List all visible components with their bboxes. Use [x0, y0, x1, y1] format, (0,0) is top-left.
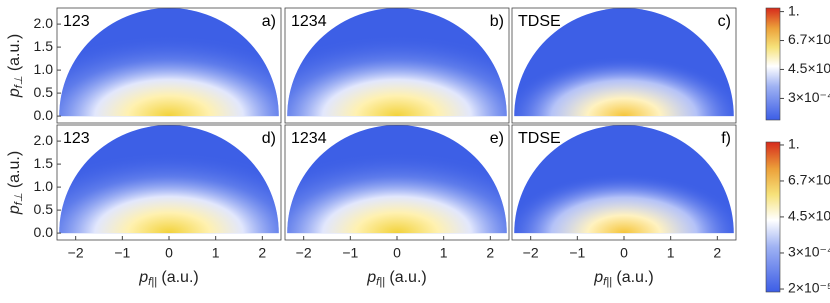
panel-letter: f): [721, 130, 731, 147]
x-tick-label: 0: [620, 245, 628, 261]
y-axis-title: pf⊥ (a.u.): [6, 151, 25, 215]
colorbar-tick-label: 4.5×10⁻³: [788, 208, 830, 224]
y-tick-label: 1.0: [34, 61, 54, 77]
axis-unit: (a.u.): [6, 34, 23, 76]
density-map: [59, 8, 279, 117]
x-tick-label: −2: [296, 245, 312, 261]
y-tick-label: 1.5: [34, 38, 54, 54]
x-tick-label: −2: [68, 245, 84, 261]
x-tick-label: 2: [486, 245, 494, 261]
axis-unit: (a.u.): [157, 269, 199, 286]
y-tick-label: 1.0: [34, 178, 54, 194]
y-tick-label: 2.0: [34, 15, 54, 31]
x-tick-label: −1: [342, 245, 358, 261]
density-map: [514, 8, 734, 117]
x-axis-title: pf|| (a.u.): [138, 269, 198, 288]
panel-label: TDSE: [518, 130, 561, 147]
axis-base: p: [366, 269, 376, 286]
density-map: [514, 125, 734, 234]
density-map: [287, 125, 507, 234]
x-tick-label: −1: [569, 245, 585, 261]
axis-base: p: [6, 205, 23, 215]
colorbar-tick-label: 6.7×10⁻²: [788, 172, 830, 188]
x-tick-label: 1: [440, 245, 448, 261]
colorbar-tick-label: 4.5×10⁻³: [788, 60, 830, 76]
panel-frame: [284, 7, 510, 124]
colorbar-tick-label: 2×10⁻⁵: [788, 280, 830, 296]
y-tick-label: 0.0: [34, 224, 54, 240]
x-axis-title: pf|| (a.u.): [366, 269, 426, 288]
y-axis-title: pf⊥ (a.u.): [6, 34, 25, 98]
axis-base: p: [138, 269, 148, 286]
colorbar-tick-label: 3×10⁻⁴: [788, 244, 830, 260]
panel-label: TDSE: [518, 13, 561, 30]
panel-letter: d): [262, 130, 276, 147]
panel-label: 1234: [291, 130, 327, 147]
y-tick-label: 0.5: [34, 84, 54, 100]
panel-letter: c): [718, 13, 731, 30]
y-tick-label: 1.5: [34, 155, 54, 171]
x-tick-label: 2: [258, 245, 266, 261]
x-tick-label: 2: [713, 245, 721, 261]
x-tick-label: 0: [165, 245, 173, 261]
panel-frame: [511, 7, 737, 124]
density-map: [287, 8, 507, 117]
density-map: [59, 125, 279, 234]
axis-sub: f||: [603, 276, 612, 288]
panel-letter: a): [262, 13, 276, 30]
panel-label: 123: [63, 13, 90, 30]
axis-sub: f⊥: [13, 193, 25, 206]
colorbar-tick-label: 6.7×10⁻²: [788, 31, 830, 47]
y-tick-label: 0.5: [34, 201, 54, 217]
colorbar-tick-label: 1.: [788, 2, 800, 18]
axis-base: p: [6, 88, 23, 98]
colorbar: [765, 141, 781, 293]
colorbar: [765, 7, 781, 121]
x-tick-label: −1: [114, 245, 130, 261]
axis-sub: f||: [376, 276, 385, 288]
axis-unit: (a.u.): [385, 269, 427, 286]
y-tick-label: 2.0: [34, 132, 54, 148]
panel-label: 1234: [291, 13, 327, 30]
panel-letter: e): [490, 130, 504, 147]
x-tick-label: −2: [523, 245, 539, 261]
colorbar-tick-label: 1.: [788, 136, 800, 152]
panel-frame: [56, 7, 282, 124]
x-tick-label: 1: [667, 245, 675, 261]
panel-letter: b): [490, 13, 504, 30]
axis-base: p: [593, 269, 603, 286]
x-tick-label: 0: [393, 245, 401, 261]
x-tick-label: 1: [212, 245, 220, 261]
axis-sub: f||: [148, 276, 157, 288]
panel-label: 123: [63, 130, 90, 147]
axis-unit: (a.u.): [612, 269, 654, 286]
x-axis-title: pf|| (a.u.): [593, 269, 653, 288]
y-tick-label: 0.0: [34, 107, 54, 123]
axis-unit: (a.u.): [6, 151, 23, 193]
colorbar-tick-label: 3×10⁻⁴: [788, 89, 830, 105]
axis-sub: f⊥: [13, 76, 25, 89]
